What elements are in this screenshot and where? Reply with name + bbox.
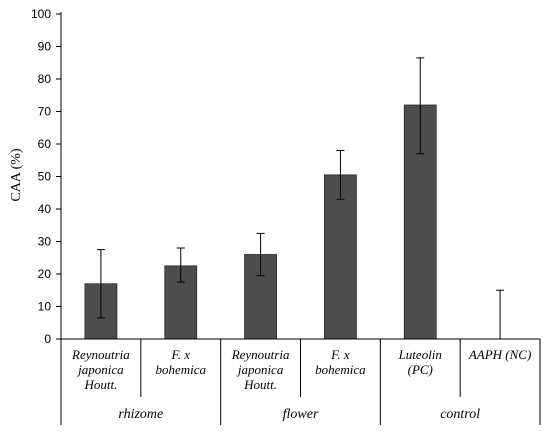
y-tick-label: 60 <box>38 137 52 151</box>
x-group-labels: rhizome flower control <box>60 397 541 425</box>
error-bar <box>96 249 105 319</box>
x-category-label: Houtt. <box>83 377 117 392</box>
x-category-label: AAPH (NC) <box>468 347 531 362</box>
error-bars <box>96 57 505 339</box>
x-category-label: Reynoutria <box>71 347 130 362</box>
y-tick-label: 20 <box>38 267 52 281</box>
error-bar <box>336 150 345 200</box>
y-axis-label: CAA (%) <box>9 148 24 202</box>
y-tick-label: 90 <box>38 40 52 54</box>
y-tick-label: 70 <box>38 105 52 119</box>
x-group-label: rhizome <box>118 407 163 422</box>
x-category-label: japonica <box>236 362 284 377</box>
x-group-label: flower <box>283 407 319 422</box>
x-category-label: F. x <box>170 347 190 362</box>
x-category-label: japonica <box>76 362 124 377</box>
y-tick-label: 0 <box>44 332 51 346</box>
bars <box>84 104 437 340</box>
x-category-label: (PC) <box>408 362 433 377</box>
y-tick-label: 30 <box>38 235 52 249</box>
y-tick-label: 40 <box>38 202 52 216</box>
x-category-label: Luteolin <box>398 347 442 362</box>
x-category-label: Houtt. <box>243 377 277 392</box>
x-category-label: bohemica <box>155 362 206 377</box>
bar <box>324 174 357 340</box>
x-category-label: F. x <box>330 347 350 362</box>
y-tick-label: 50 <box>38 170 52 184</box>
x-category-label: bohemica <box>315 362 366 377</box>
x-group-label: control <box>440 407 480 422</box>
error-bar <box>496 289 505 339</box>
y-tick-label: 10 <box>38 300 52 314</box>
y-tick-label: 80 <box>38 72 52 86</box>
error-bar <box>256 232 265 277</box>
y-ticks: 0 10 20 30 40 50 60 70 80 90 100 <box>31 7 61 346</box>
error-bar <box>176 247 185 283</box>
error-bar <box>416 57 425 155</box>
x-category-label: Reynoutria <box>231 347 290 362</box>
y-tick-label: 100 <box>31 7 51 21</box>
